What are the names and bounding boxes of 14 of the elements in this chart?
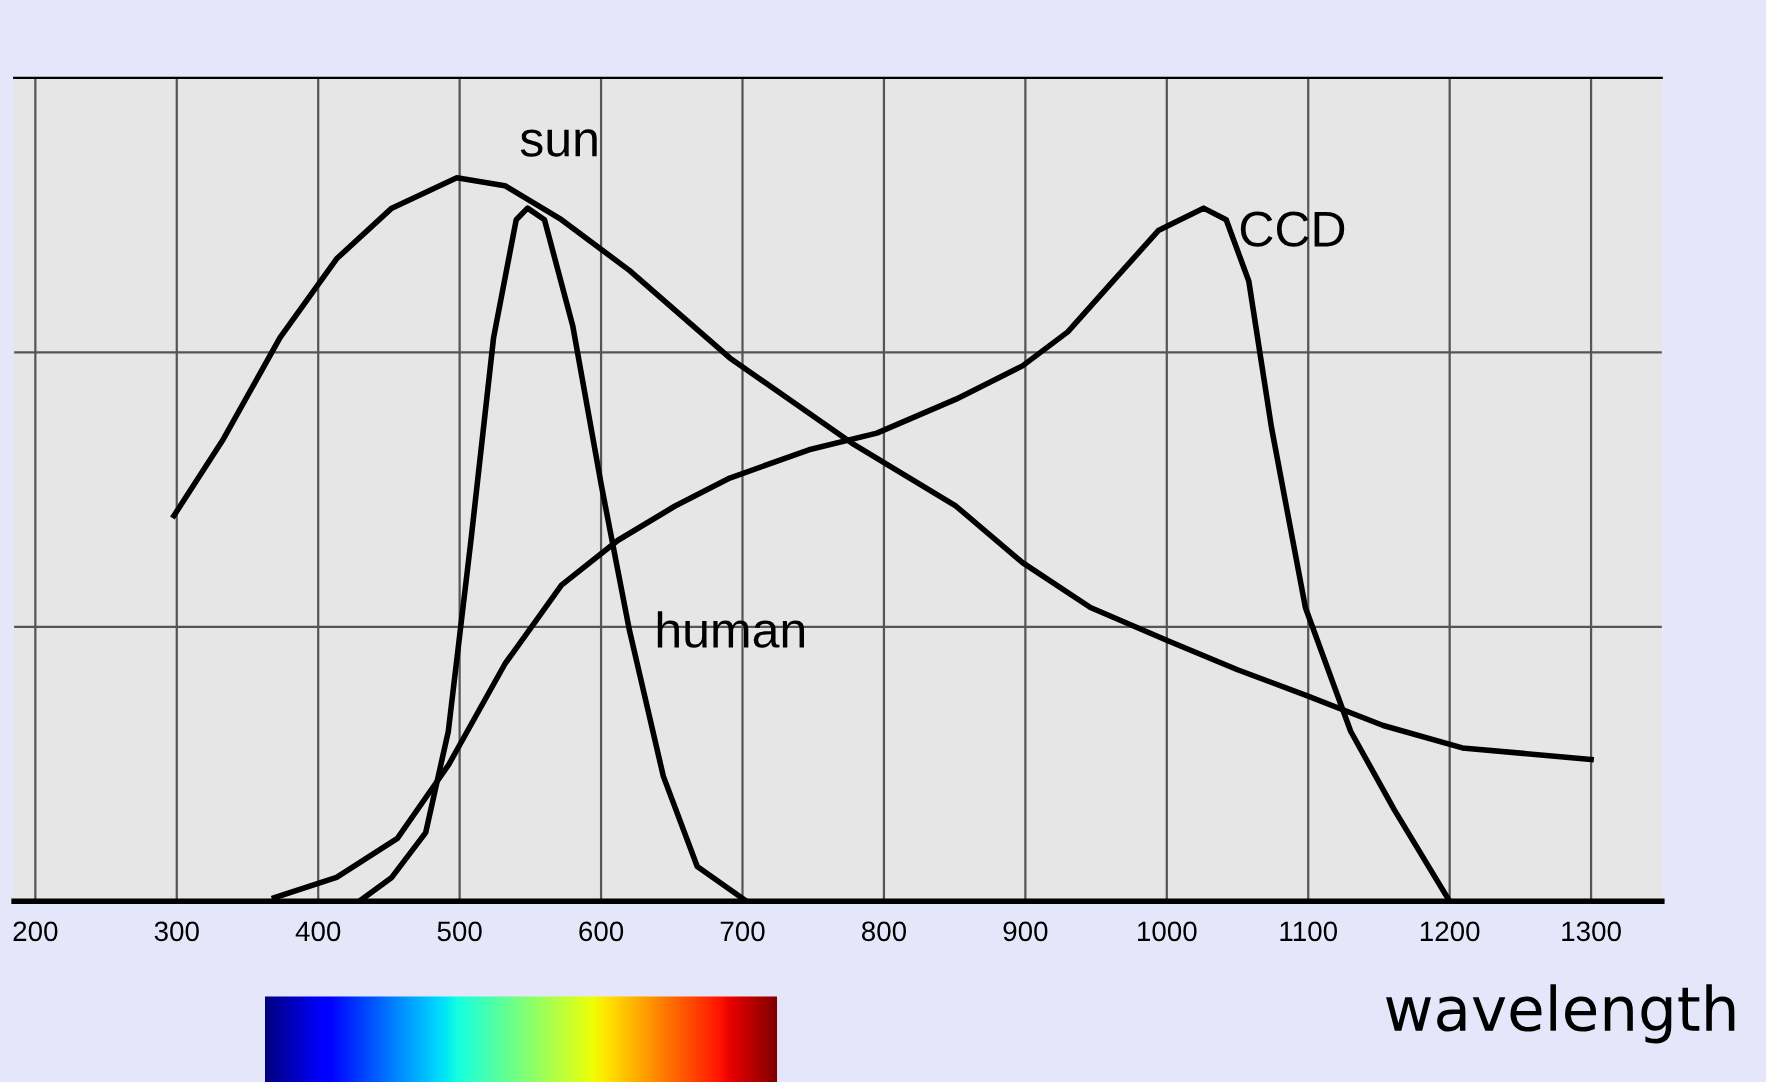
x-tick-label: 200: [13, 921, 58, 942]
x-axis-title: wavelength: [1386, 984, 1735, 1044]
x-tick-label: 600: [579, 921, 624, 942]
series-label: sun: [520, 129, 597, 157]
x-tick-label: 400: [295, 921, 341, 942]
x-tick-label: 900: [1003, 921, 1048, 942]
x-tick-label: 1200: [1420, 921, 1480, 942]
x-tick-label: 700: [720, 921, 765, 942]
x-tick-label: 500: [437, 921, 482, 942]
x-tick-label: 1000: [1138, 921, 1197, 942]
x-tick-label: 800: [861, 921, 907, 942]
x-tick-label: 1300: [1562, 921, 1621, 942]
x-tick-label: 1100: [1280, 921, 1338, 942]
x-tick-label: 300: [154, 921, 199, 942]
